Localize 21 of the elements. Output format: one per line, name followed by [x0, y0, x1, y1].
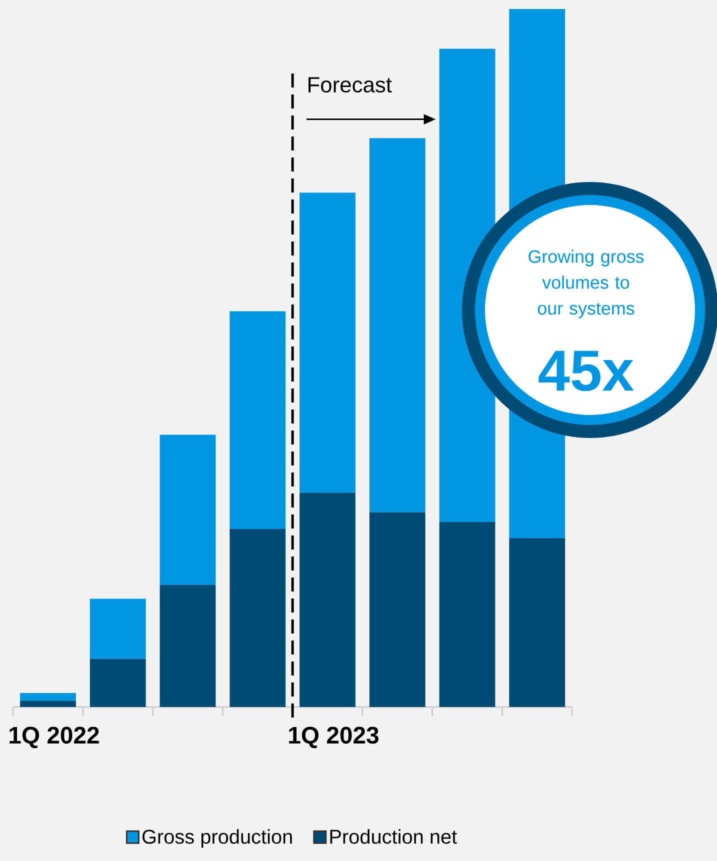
bar: [300, 492, 356, 707]
bar: [160, 434, 216, 585]
bar: [369, 512, 426, 707]
bar: [90, 658, 146, 707]
bar: [300, 192, 356, 493]
bar: [230, 529, 286, 707]
bar: [20, 700, 76, 707]
bar: [509, 538, 566, 707]
bar: [20, 693, 76, 701]
bar: [230, 311, 286, 529]
legend-label: Gross production: [142, 829, 292, 848]
bar: [160, 584, 216, 707]
bar: [439, 522, 496, 707]
annotation: Growing gross volumes to our systems: [528, 250, 644, 318]
bar: [369, 138, 426, 512]
annotation: 45x: [538, 350, 634, 392]
x-tick-label: 1Q 2022: [10, 726, 99, 748]
annotation: Forecast: [308, 77, 392, 93]
bar: [90, 598, 146, 659]
x-tick-label: 1Q 2023: [289, 726, 378, 748]
legend-label: Production net: [330, 829, 457, 844]
